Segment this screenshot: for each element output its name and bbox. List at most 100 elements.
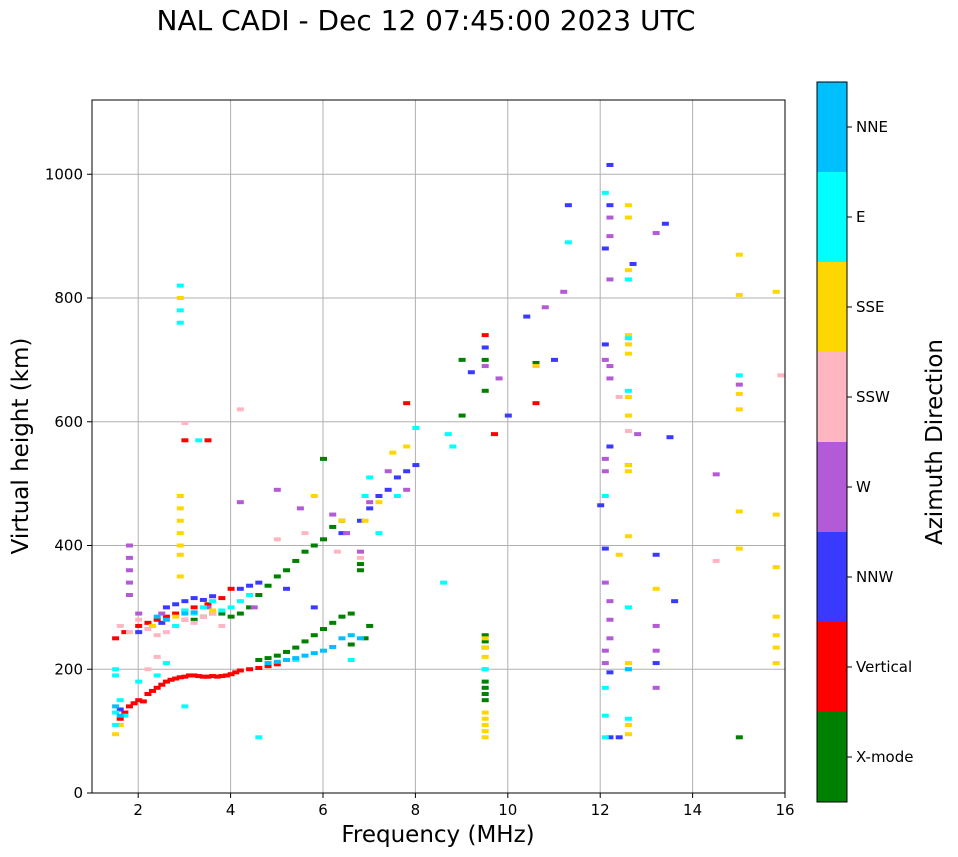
y-tick-label: 800 — [54, 289, 83, 307]
echo-point-sse — [624, 215, 632, 220]
echo-point-e — [112, 722, 120, 727]
echo-point-sse — [735, 509, 743, 514]
echo-point-nnw — [661, 221, 669, 226]
echo-point-sse — [176, 552, 184, 557]
echo-point-x-mode — [481, 639, 489, 644]
echo-point-w — [712, 472, 720, 477]
x-tick-label: 2 — [133, 801, 143, 819]
echo-point-x-mode — [481, 357, 489, 362]
echo-point-x-mode — [347, 642, 355, 647]
y-tick-label: 200 — [54, 660, 83, 678]
echo-point-vertical — [149, 688, 157, 693]
x-tick-label: 4 — [226, 801, 236, 819]
echo-point-sse — [735, 546, 743, 551]
echo-point-sse — [772, 645, 780, 650]
echo-point-e — [347, 657, 355, 662]
echo-point-x-mode — [320, 537, 327, 542]
echo-point-vertical — [213, 674, 221, 679]
echo-point-vertical — [162, 679, 170, 684]
echo-point-sse — [735, 292, 743, 297]
echo-point-x-mode — [356, 562, 364, 567]
echo-point-w — [606, 364, 614, 369]
echo-point-nne — [112, 704, 120, 709]
echo-point-nnw — [403, 469, 411, 474]
echo-point-w — [296, 506, 304, 511]
echo-point-nnw — [671, 599, 679, 604]
colorbar-segment — [817, 442, 847, 532]
echo-point-sse — [375, 500, 383, 505]
echo-point-e — [624, 388, 632, 393]
echo-point-vertical — [227, 586, 235, 591]
echo-point-nne — [310, 651, 318, 656]
echo-point-x-mode — [264, 656, 272, 661]
echo-point-sse — [338, 518, 346, 523]
echo-point-nnw — [181, 599, 189, 604]
echo-point-sse — [481, 710, 489, 715]
echo-point-vertical — [222, 673, 230, 678]
echo-point-ssw — [153, 654, 161, 659]
echo-point-x-mode — [283, 568, 291, 573]
chart-title: NAL CADI - Dec 12 07:45:00 2023 UTC — [156, 4, 696, 37]
echo-point-vertical — [190, 673, 198, 678]
echo-point-nnw — [135, 630, 143, 635]
echo-point-e — [601, 735, 609, 740]
echo-point-sse — [176, 506, 184, 511]
echo-point-sse — [735, 391, 743, 396]
echo-point-vertical — [135, 623, 143, 628]
echo-point-sse — [615, 552, 623, 557]
echo-point-x-mode — [329, 620, 337, 625]
echo-point-nne — [347, 633, 355, 638]
echo-point-x-mode — [356, 568, 364, 573]
echo-point-e — [440, 580, 448, 585]
echo-point-x-mode — [236, 611, 244, 616]
echo-point-w — [601, 456, 609, 461]
echo-point-sse — [481, 722, 489, 727]
echo-point-vertical — [181, 438, 189, 443]
echo-point-ssw — [144, 667, 152, 672]
echo-point-sse — [481, 735, 489, 740]
echo-point-w — [125, 568, 133, 573]
echo-point-ssw — [162, 630, 170, 635]
echo-point-w — [606, 599, 614, 604]
echo-point-vertical — [125, 704, 133, 709]
echo-point-e — [227, 605, 235, 610]
echo-point-e — [601, 494, 609, 498]
echo-point-w — [495, 376, 503, 381]
echo-point-vertical — [403, 401, 411, 406]
echo-point-e — [112, 667, 120, 672]
echo-point-w — [236, 500, 244, 505]
echo-point-ssw — [236, 407, 244, 412]
echo-point-nnw — [615, 735, 623, 740]
echo-point-x-mode — [246, 605, 254, 610]
echo-point-nne — [292, 656, 300, 661]
echo-point-w — [250, 605, 258, 610]
echo-point-e — [121, 713, 129, 718]
echo-point-x-mode — [255, 593, 263, 597]
echo-point-ssw — [190, 620, 198, 625]
echo-point-sse — [624, 463, 632, 468]
echo-point-ssw — [181, 617, 189, 622]
echo-point-x-mode — [481, 698, 489, 703]
echo-point-x-mode — [338, 614, 346, 619]
echo-point-e — [624, 277, 632, 282]
echo-point-sse — [624, 469, 632, 474]
echo-point-vertical — [176, 675, 184, 680]
echo-point-x-mode — [481, 679, 489, 684]
echo-point-sse — [176, 543, 184, 548]
echo-point-x-mode — [273, 574, 281, 579]
echo-point-sse — [149, 623, 157, 628]
echo-point-nne — [153, 614, 161, 619]
echo-point-w — [601, 661, 609, 666]
echo-point-sse — [624, 413, 632, 418]
echo-point-sse — [772, 512, 780, 517]
echo-point-nnw — [481, 345, 489, 350]
echo-point-x-mode — [481, 388, 489, 393]
echo-point-x-mode — [481, 633, 489, 638]
echo-point-e — [361, 494, 369, 498]
echo-point-x-mode — [283, 649, 291, 654]
echo-point-nnw — [246, 583, 254, 588]
echo-point-e — [162, 661, 170, 666]
colorbar-label-e: E — [856, 208, 865, 226]
echo-point-w — [481, 364, 489, 369]
echo-point-nnw — [199, 597, 207, 602]
